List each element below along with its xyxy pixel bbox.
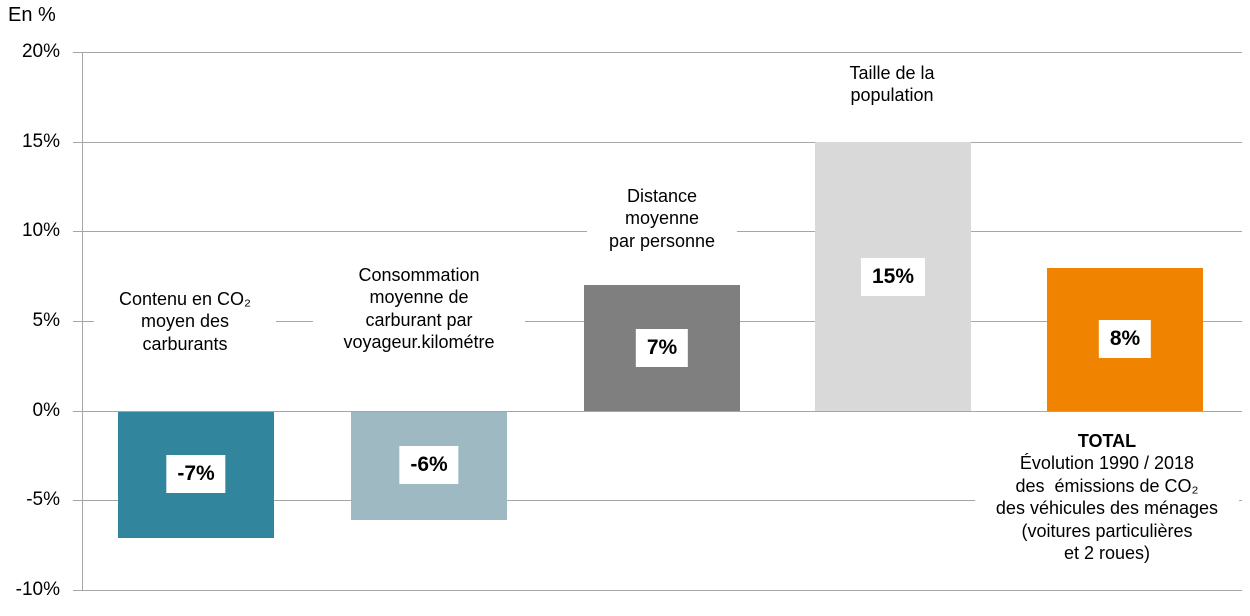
bar-category-label-title: TOTAL (1077, 431, 1137, 451)
gridline (73, 590, 1242, 591)
gridline (73, 411, 1242, 412)
bar-value-label: -7% (166, 454, 226, 493)
bar-category-label-text: Contenu en CO₂ moyen des carburants (118, 289, 252, 354)
y-axis-tick-label: -5% (26, 489, 60, 510)
bar-category-label: TOTAL Évolution 1990 / 2018 des émissions… (975, 427, 1239, 569)
gridline (73, 142, 1242, 143)
bar-value-label: 15% (860, 257, 926, 296)
gridline (73, 52, 1242, 53)
bar-category-label: Taille de la population (812, 59, 972, 111)
bar-category-label-text: Taille de la population (849, 63, 935, 106)
bar-value-label: 7% (635, 329, 689, 368)
bar-category-label-text: Consommation moyenne de carburant par vo… (343, 265, 495, 353)
bar-category-label: Consommation moyenne de carburant par vo… (313, 261, 525, 358)
y-axis-title: En % (8, 4, 56, 26)
bar-category-label-text: Distance moyenne par personne (608, 186, 716, 251)
bar-value-label: -6% (399, 445, 459, 484)
bar-category-label: Contenu en CO₂ moyen des carburants (94, 285, 276, 360)
bar-value-label: 8% (1098, 320, 1152, 359)
y-axis-tick-label: 10% (21, 220, 60, 241)
gridline (73, 500, 1242, 501)
y-axis-tick-label: 0% (32, 400, 60, 421)
y-axis-tick-label: 15% (21, 131, 60, 152)
bar-category-label: Distance moyenne par personne (587, 182, 737, 257)
bar-category-label-text: Évolution 1990 / 2018 des émissions de C… (995, 453, 1219, 564)
y-axis-tick-label: 5% (32, 310, 60, 331)
y-axis-tick-label: 20% (21, 41, 60, 62)
y-axis-tick-label: -10% (15, 579, 60, 600)
